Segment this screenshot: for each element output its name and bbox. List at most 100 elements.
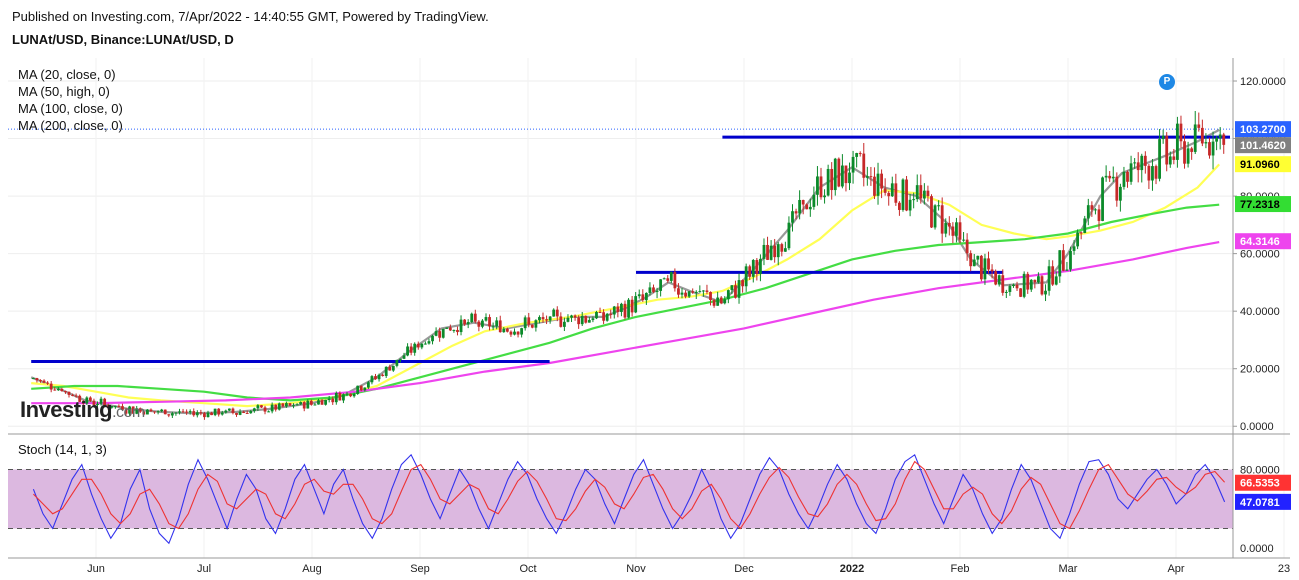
candle-body: [1200, 127, 1204, 144]
candle-body: [46, 382, 50, 384]
candle-body: [570, 315, 573, 318]
candle-body: [951, 226, 955, 236]
candle-body: [965, 239, 969, 254]
candle-body: [944, 223, 948, 234]
candle-body: [644, 292, 648, 301]
investing-logo: Investing.com: [20, 397, 145, 423]
stoch-value-label: 47.0781: [1240, 497, 1280, 509]
candle-body: [1090, 205, 1094, 210]
candle-body: [441, 328, 445, 338]
candle-body: [345, 393, 349, 395]
candle-body: [1143, 155, 1147, 166]
candle-body: [352, 393, 356, 397]
candle-body: [555, 309, 559, 317]
candle-body: [1179, 123, 1183, 142]
candle-body: [648, 287, 652, 293]
candle-body: [96, 403, 99, 405]
candle-body: [587, 320, 591, 323]
candle-body: [1033, 279, 1037, 283]
stoch-legend[interactable]: Stoch (14, 1, 3): [18, 442, 107, 457]
x-tick-label: Jun: [87, 563, 105, 575]
candle-body: [915, 185, 919, 200]
candle-body: [523, 317, 527, 329]
y-tick-label: 40.0000: [1240, 306, 1280, 318]
moving-average-lines: [30, 128, 1221, 415]
candle-body: [1037, 276, 1040, 283]
candle-body: [744, 266, 748, 287]
candle-body: [759, 258, 762, 274]
candle-body: [716, 297, 720, 306]
candle-body: [370, 376, 374, 383]
candle-body: [730, 285, 734, 291]
candle-body: [470, 313, 474, 323]
candle-body: [178, 411, 181, 413]
candle-body: [919, 185, 923, 199]
ma-legend-item[interactable]: MA (100, close, 0): [18, 101, 123, 116]
ma-legend-item[interactable]: MA (50, high, 0): [18, 84, 110, 99]
candle-body: [163, 409, 167, 415]
candle-body: [31, 378, 35, 380]
candle-body: [855, 153, 859, 157]
candle-body: [267, 411, 270, 413]
candle-body: [391, 365, 395, 371]
candle-body: [363, 387, 367, 391]
candle-body: [652, 287, 655, 292]
candle-body: [926, 190, 930, 197]
stoch-tick-label: 0.0000: [1240, 543, 1274, 555]
candle-body: [766, 244, 769, 260]
candle-body: [167, 414, 171, 416]
candle-body: [1083, 218, 1087, 233]
candle-body: [1151, 166, 1154, 181]
candle-body: [602, 312, 605, 321]
candle-body: [1072, 246, 1076, 251]
candle-body: [1079, 232, 1083, 234]
candle-body: [1094, 209, 1097, 211]
candle-body: [734, 285, 737, 298]
candle-body: [224, 410, 228, 413]
candle-body: [1086, 205, 1090, 219]
candle-body: [833, 158, 837, 191]
candle-body: [1015, 284, 1019, 289]
published-caption: Published on Investing.com, 7/Apr/2022 -…: [12, 9, 489, 24]
candle-body: [342, 394, 345, 401]
candle-body: [128, 406, 131, 414]
candle-body: [1101, 177, 1104, 221]
candle-body: [719, 297, 723, 304]
candle-body: [566, 317, 570, 322]
candle-body: [1065, 269, 1069, 271]
candle-body: [890, 183, 894, 197]
candle-body: [170, 413, 174, 416]
y-tick-label: 0.0000: [1240, 421, 1274, 433]
candle-body: [64, 391, 67, 393]
candle-body: [1129, 163, 1133, 182]
candle-body: [85, 397, 89, 404]
candle-body: [1097, 209, 1101, 221]
candle-body: [816, 176, 819, 195]
candle-body: [530, 324, 534, 328]
candle-body: [260, 405, 263, 408]
candle-body: [245, 412, 249, 414]
ma-legend-item[interactable]: MA (20, close, 0): [18, 67, 116, 82]
candle-body: [534, 320, 538, 328]
candle-body: [49, 383, 53, 390]
candle-body: [463, 319, 467, 325]
candle-body: [220, 412, 224, 415]
candle-body: [1147, 165, 1151, 181]
candle-body: [937, 205, 941, 207]
candle-body: [673, 272, 677, 289]
candle-body: [406, 346, 409, 356]
candle-body: [413, 343, 417, 353]
candle-body: [1165, 135, 1169, 165]
candle-body: [876, 173, 880, 196]
ma-legend-item[interactable]: MA (200, close, 0): [18, 118, 123, 133]
candle-body: [983, 258, 987, 280]
candle-body: [149, 409, 153, 412]
candle-body: [185, 411, 189, 413]
candle-body: [826, 168, 830, 196]
candle-body: [488, 317, 491, 327]
candle-body: [612, 306, 616, 315]
candle-body: [748, 266, 752, 277]
candle-body: [712, 300, 716, 306]
publish-badge-icon[interactable]: P: [1159, 74, 1175, 90]
